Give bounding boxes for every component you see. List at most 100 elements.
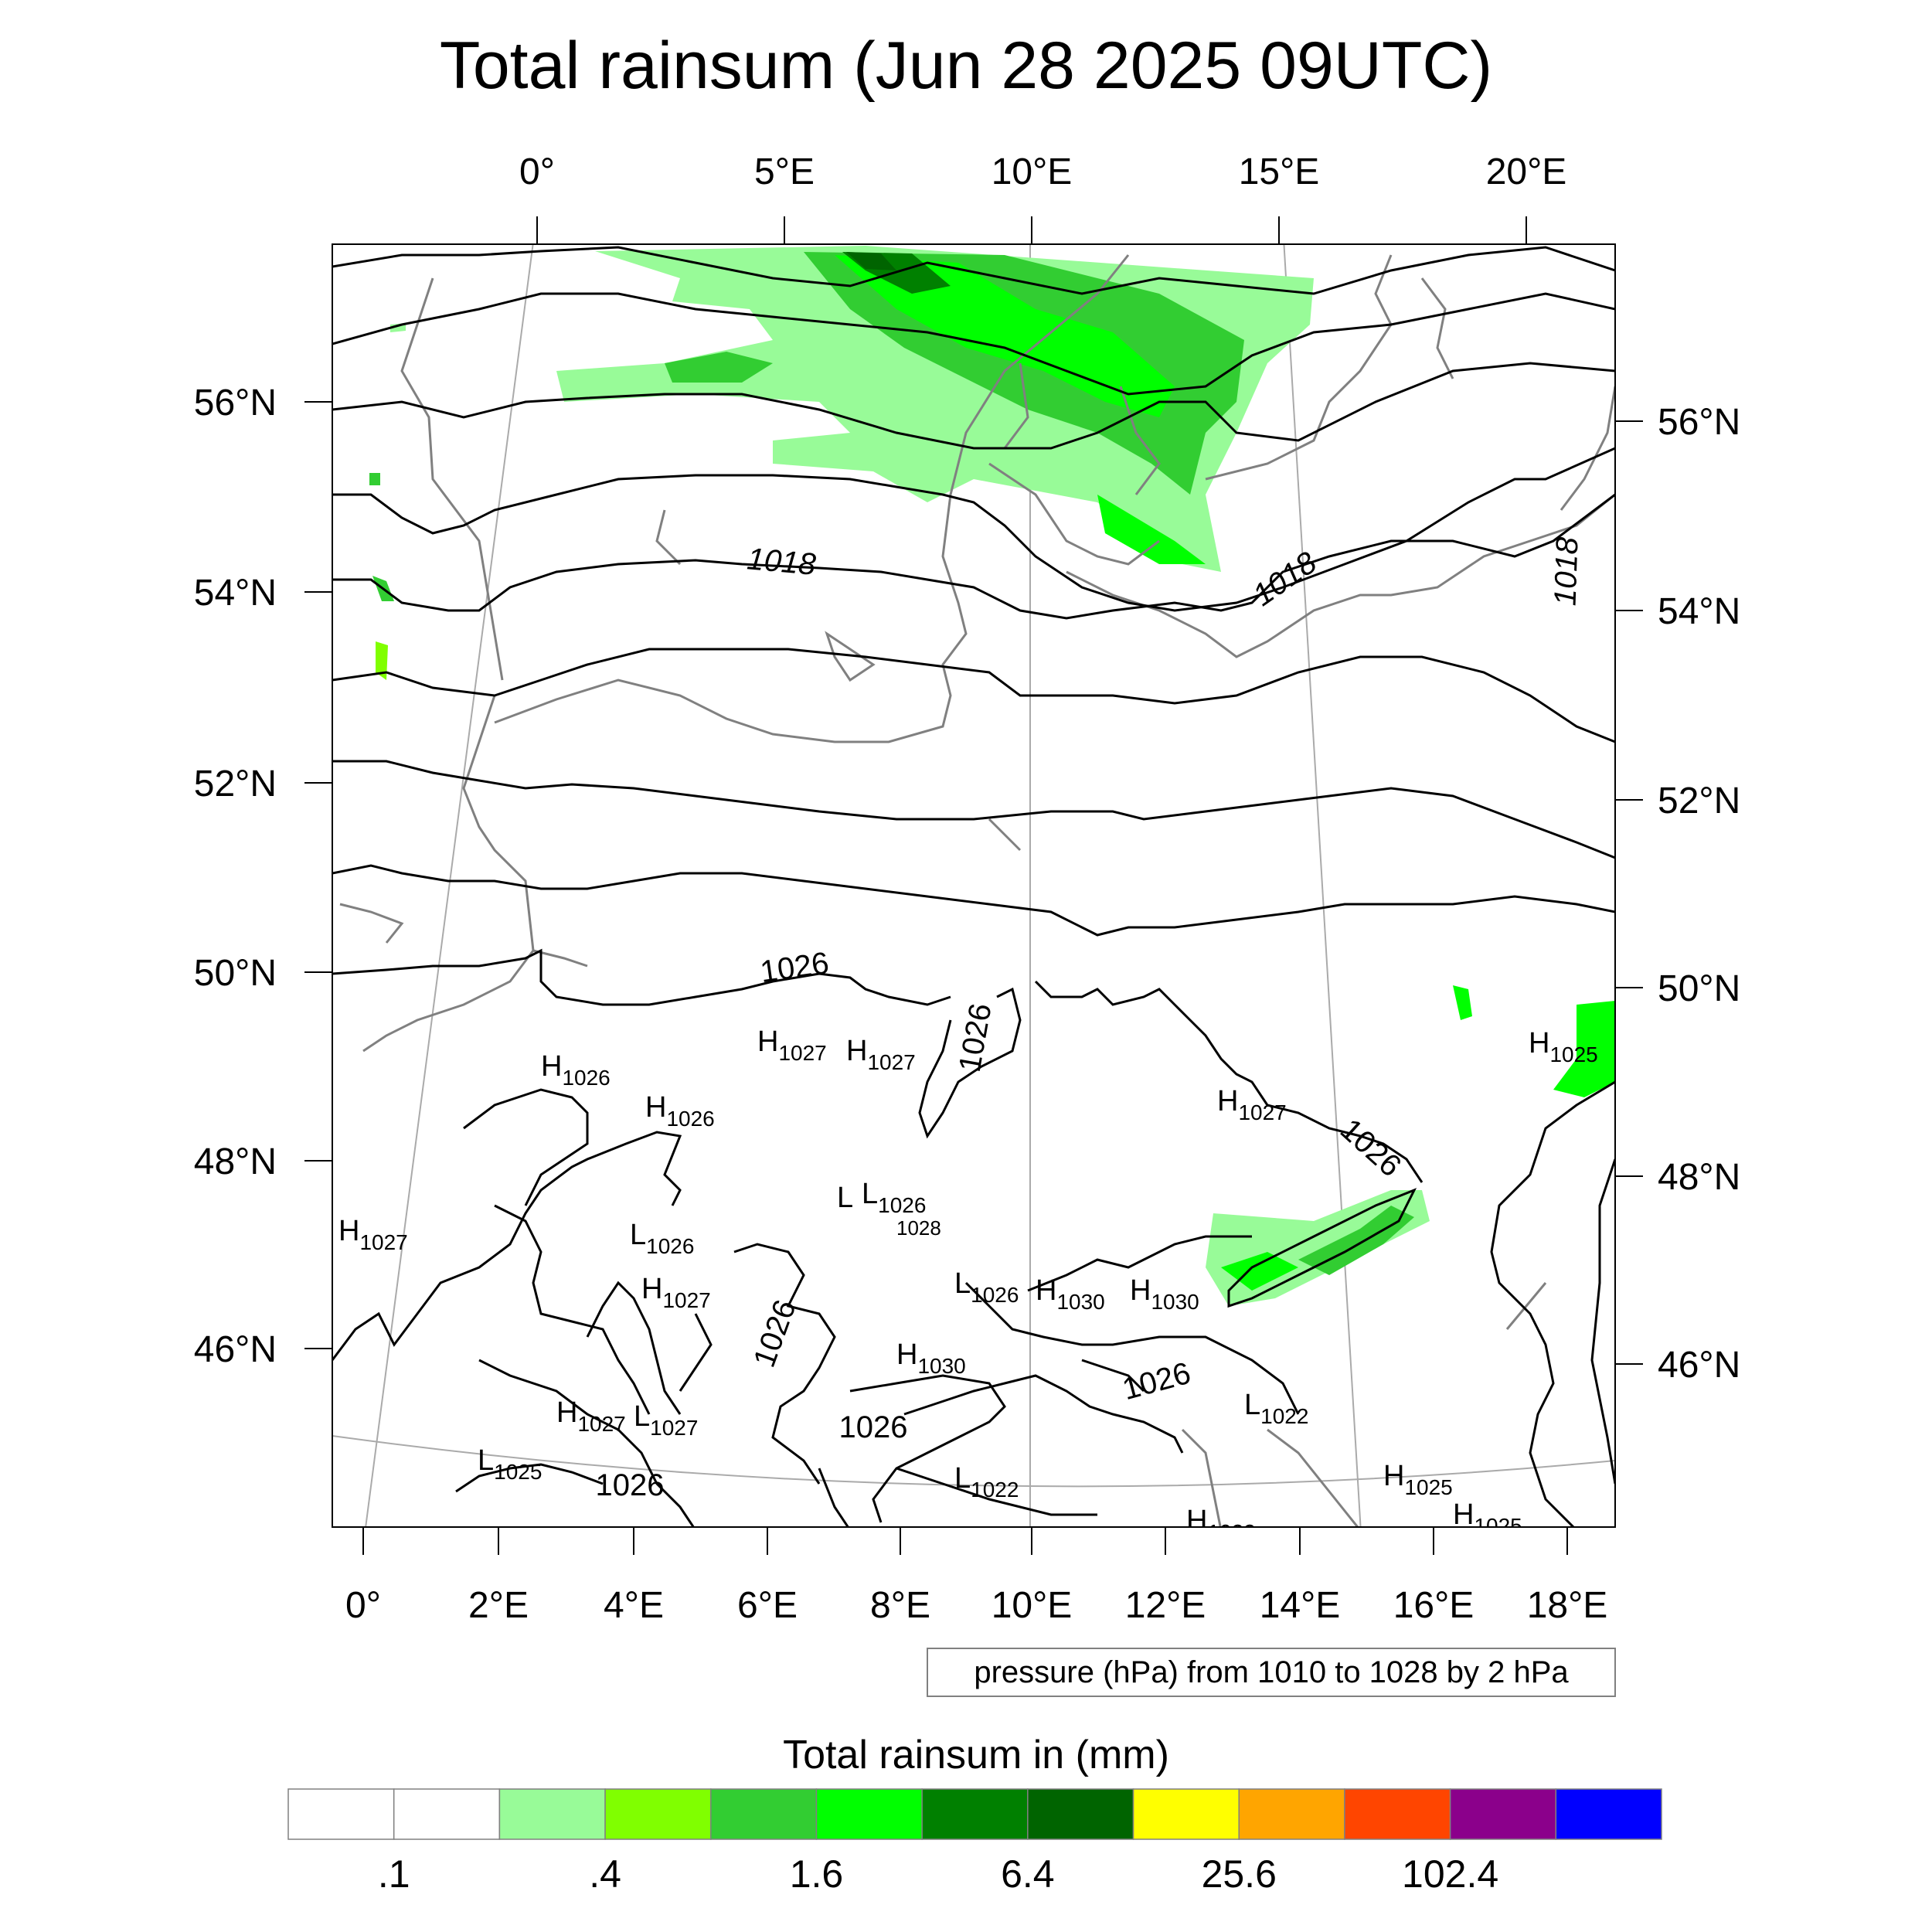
colorbar-label: .4 [589,1852,621,1896]
lat-label: 54°N [194,573,277,614]
isobar-label: 1018 [1548,536,1584,607]
rain-patch-east [1453,985,1472,1020]
lon-label: 18°E [1527,1585,1608,1626]
lon-label: 4°E [604,1585,664,1626]
colorbar-swatch [815,1788,923,1840]
pressure-center: H1030 [1036,1274,1105,1314]
lon-label: 6°E [737,1585,798,1626]
lat-label: 56°N [1658,402,1740,443]
colorbar-swatch [1449,1788,1557,1840]
pressure-center: L1026 [862,1178,926,1217]
colorbar-swatch [498,1788,606,1840]
bottom-longitude-labels: 0° 2°E 4°E 6°E 8°E 10°E 12°E 14°E 16°E 1… [345,1585,1607,1626]
isobar-labels: 1018 1018 1018 1026 1026 1026 1026 1026 … [596,536,1585,1502]
colorbar-swatch [1132,1788,1240,1840]
rainfall-shading [369,246,1615,1306]
colorbar: .1 .4 1.6 6.4 25.6 102.4 [287,1788,1662,1896]
pressure-center: 1028 [896,1216,941,1240]
rain-area-alps-east-core [1298,1206,1414,1275]
colorbar-label: 1.6 [790,1852,844,1896]
colorbar-swatch [1555,1788,1662,1840]
colorbar-swatch [1027,1788,1134,1840]
right-latitude-labels: 56°N 54°N 52°N 50°N 48°N 46°N [1658,402,1740,1386]
colorbar-swatch [1238,1788,1345,1840]
map-frame [332,243,1616,1528]
pressure-center: L1026 [630,1219,694,1258]
colorbar-title: Total rainsum in (mm) [783,1733,1169,1777]
pressure-centers: H1026 H1026 H1027 H1027 H1027 H1027 H102… [338,1026,1598,1538]
rain-area-alps-east-green [1221,1252,1298,1291]
pressure-center: H1027 [1217,1085,1287,1124]
pressure-center: H1025 [1453,1498,1522,1538]
lat-label: 46°N [1658,1345,1740,1386]
rain-area-east-edge [1553,1001,1615,1097]
isobar-label: 1018 [746,542,818,582]
lon-label: 0° [519,151,555,192]
pressure-center: H1027 [641,1273,711,1312]
rain-area-north-core [835,255,1175,417]
rain-area-north-3 [1097,495,1206,564]
pressure-center: H1027 [757,1026,827,1065]
pressure-center: L1026 [954,1267,1019,1307]
pressure-center: L [837,1182,853,1214]
coastlines [339,254,1615,1527]
colorbar-swatch [710,1788,818,1840]
colorbar-label: 6.4 [1001,1852,1055,1896]
pressure-center: H1025 [1383,1460,1453,1499]
pressure-center: H1027 [846,1035,916,1074]
rain-area-alps-east [1206,1190,1430,1306]
isobar-label: 1026 [758,946,831,989]
isobars [332,246,1615,1527]
lat-label: 52°N [1658,781,1740,821]
pressure-center: H1026 [541,1050,611,1090]
contour-info-text: pressure (hPa) from 1010 to 1028 by 2 hP… [974,1655,1569,1689]
lon-label: 0° [345,1585,381,1626]
left-latitude-labels: 56°N 54°N 52°N 50°N 48°N 46°N [194,383,277,1370]
isobar-label: 1018 [1247,545,1323,613]
pressure-center: H1030 [896,1338,966,1378]
colorbar-label: 102.4 [1402,1852,1498,1896]
pressure-center: L1027 [634,1400,698,1440]
isobar-label: 1026 [1334,1112,1408,1183]
pressure-center: H1027 [556,1396,626,1436]
colorbar-swatch [604,1788,712,1840]
lon-label: 8°E [870,1585,930,1626]
pressure-center: L1022 [954,1462,1019,1502]
isobar-label: 1026 [953,1001,998,1074]
contour-info-box [927,1648,1616,1697]
rain-area-north-2 [665,352,773,383]
isobar-label: 1026 [839,1410,908,1444]
lon-label: 15°E [1239,151,1320,192]
pressure-center: H1026 [645,1091,715,1131]
isobar-label: 1026 [1119,1356,1194,1407]
colorbar-label: .1 [378,1852,410,1896]
isobar-label: 1026 [747,1295,803,1372]
colorbar-swatch [1344,1788,1451,1840]
colorbar-swatch [287,1788,395,1840]
lat-label: 52°N [194,764,277,804]
lat-label: 56°N [194,383,277,423]
lon-label: 10°E [992,151,1073,192]
pressure-center: H1030 [1130,1274,1199,1314]
colorbar-swatch [393,1788,501,1840]
lon-label: 2°E [468,1585,529,1626]
rain-area-north-max [846,252,896,270]
lon-label: 20°E [1486,151,1567,192]
isobar-label: 1026 [596,1468,665,1502]
lat-label: 50°N [1658,968,1740,1009]
map-area: 1018 1018 1018 1026 1026 1026 1026 1026 … [332,244,1615,1538]
lon-label: 14°E [1260,1585,1341,1626]
tick-marks [304,216,1643,1555]
pressure-center: L1022 [1244,1389,1308,1428]
rain-patch-west-1 [369,473,380,485]
lat-label: 48°N [1658,1157,1740,1198]
map-title: Total rainsum (Jun 28 2025 09UTC) [440,29,1492,103]
lat-label: 50°N [194,953,277,994]
lat-label: 46°N [194,1329,277,1370]
lon-label: 5°E [754,151,815,192]
pressure-center: H1025 [1529,1027,1598,1066]
colorbar-label: 25.6 [1202,1852,1277,1896]
rain-patch-west-3 [376,641,388,680]
lon-label: 10°E [992,1585,1073,1626]
